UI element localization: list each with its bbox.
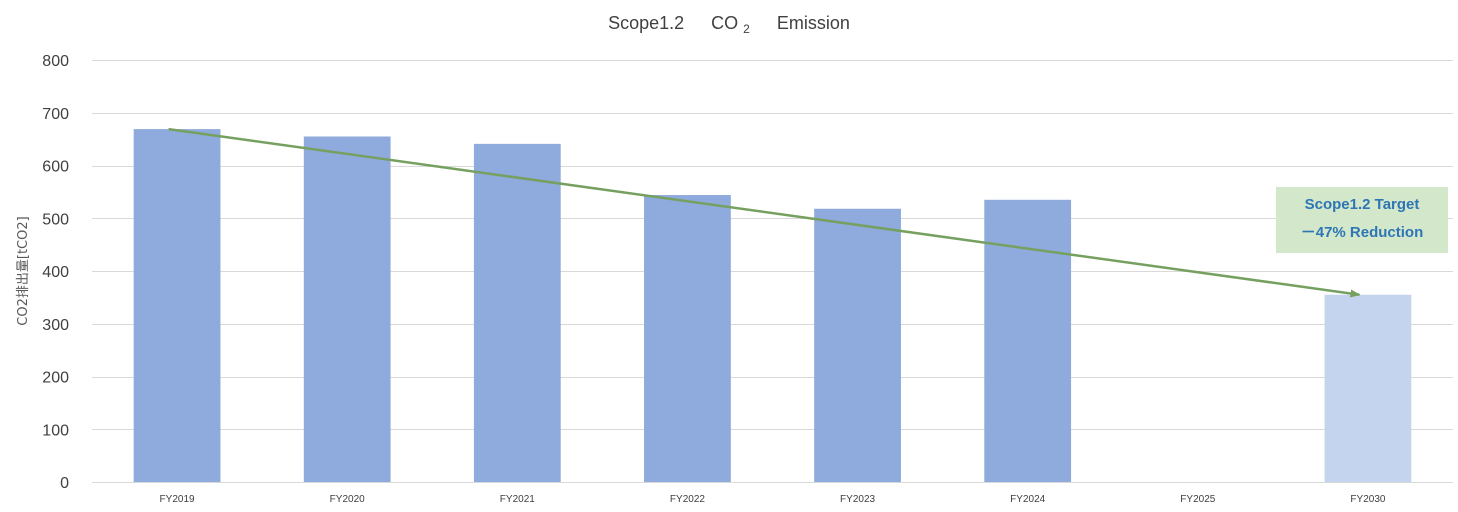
x-tick-label-fy2021: FY2021 bbox=[500, 494, 535, 505]
target-annotation-line2: －47% Reduction bbox=[1301, 224, 1424, 241]
y-axis-ticks: 0 100 200 300 400 500 600 700 800 bbox=[42, 53, 69, 492]
x-axis-ticks: FY2019 FY2020 FY2021 FY2022 FY2023 FY2024 FY20… bbox=[160, 494, 1386, 505]
target-annotation-box bbox=[1276, 187, 1448, 253]
bar-fy2024 bbox=[984, 199, 1072, 482]
target-annotation-line1: Scope1.2 Target bbox=[1305, 196, 1420, 213]
x-tick-label-fy2019: FY2019 bbox=[160, 494, 195, 505]
title-scope: Scope1.2 bbox=[608, 13, 684, 33]
y-tick-label-800: 800 bbox=[42, 53, 69, 70]
bar-fy2019 bbox=[133, 129, 221, 483]
bar-fy2021 bbox=[473, 143, 561, 482]
y-tick-label-100: 100 bbox=[42, 422, 69, 439]
y-tick-label-600: 600 bbox=[42, 159, 69, 176]
trend-arrow bbox=[168, 127, 1361, 298]
y-tick-label-400: 400 bbox=[42, 264, 69, 281]
bar-fy2020 bbox=[303, 136, 391, 483]
bar-fy2022 bbox=[644, 195, 731, 483]
x-tick-label-fy2022: FY2022 bbox=[670, 494, 705, 505]
chart-title: Scope1.2 CO 2 Emission bbox=[608, 13, 850, 37]
target-annotation: Scope1.2 Target －47% Reduction bbox=[1276, 187, 1448, 253]
bar-fy2030 bbox=[1324, 294, 1412, 482]
y-tick-label-300: 300 bbox=[42, 317, 69, 334]
trend-arrow-layer bbox=[168, 127, 1361, 298]
title-subscript: 2 bbox=[743, 22, 750, 36]
y-tick-label-0: 0 bbox=[60, 475, 69, 492]
y-tick-label-700: 700 bbox=[42, 106, 69, 123]
title-co: CO bbox=[711, 13, 738, 33]
x-tick-label-fy2025: FY2025 bbox=[1180, 494, 1215, 505]
bar-fy2023 bbox=[814, 208, 901, 482]
title-emission: Emission bbox=[777, 13, 850, 33]
y-axis-label: CO2排出量[tCO2] bbox=[16, 216, 31, 325]
x-tick-label-fy2023: FY2023 bbox=[840, 494, 875, 505]
y-tick-label-200: 200 bbox=[42, 370, 69, 387]
y-tick-label-500: 500 bbox=[42, 211, 69, 228]
x-tick-label-fy2030: FY2030 bbox=[1350, 494, 1385, 505]
gridlines bbox=[92, 60, 1453, 483]
bars bbox=[133, 129, 1412, 483]
x-tick-label-fy2020: FY2020 bbox=[330, 494, 365, 505]
x-tick-label-fy2024: FY2024 bbox=[1010, 494, 1045, 505]
